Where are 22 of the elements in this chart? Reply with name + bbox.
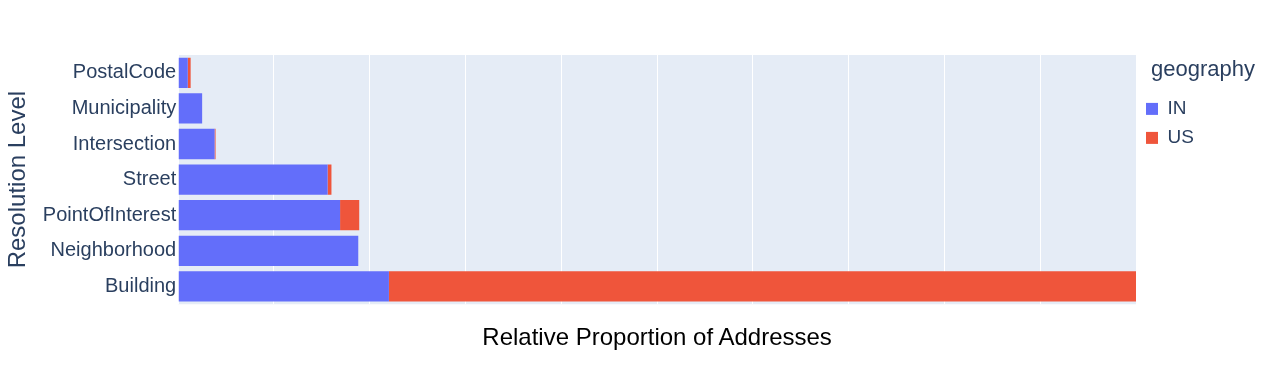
x-axis-title: Relative Proportion of Addresses	[482, 323, 832, 351]
y-tick-label: Building	[105, 273, 177, 296]
bar	[178, 164, 328, 195]
y-tick-label: PostalCode	[72, 60, 177, 83]
bar	[340, 200, 360, 231]
y-axis-title: Resolution Level	[3, 90, 31, 269]
bar	[178, 235, 359, 266]
y-tick-label: Municipality	[71, 95, 177, 118]
bar	[178, 271, 389, 302]
legend-label: IN	[1167, 97, 1187, 119]
bar	[178, 128, 215, 160]
y-tick-label: Neighborhood	[50, 238, 177, 261]
y-tick-label: PointOfInterest	[42, 202, 177, 225]
bar	[178, 200, 341, 231]
bar	[187, 57, 191, 88]
bar	[388, 271, 1137, 302]
y-tick-label: Intersection	[72, 131, 177, 154]
bar	[178, 93, 203, 124]
bar	[178, 57, 188, 88]
legend-label: US	[1167, 126, 1194, 148]
y-tick-label: Street	[122, 167, 177, 190]
legend-title: geography	[1151, 56, 1256, 82]
